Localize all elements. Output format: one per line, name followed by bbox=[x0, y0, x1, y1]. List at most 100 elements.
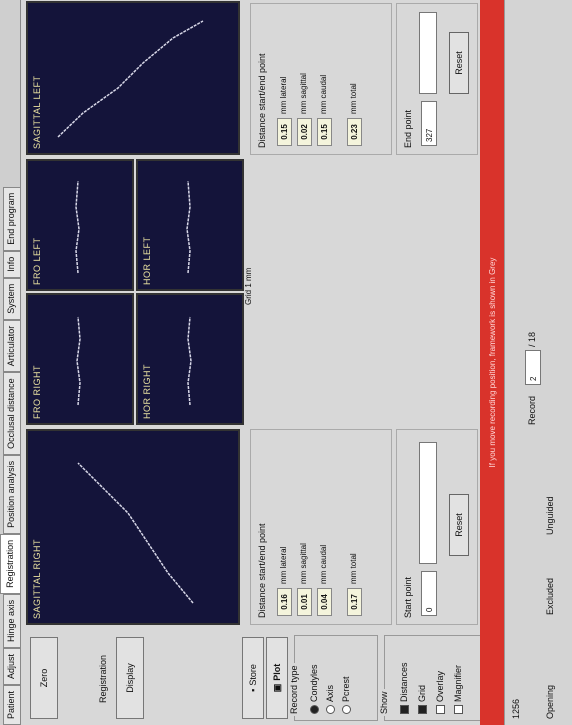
start-point-box: Start point 0 Reset bbox=[396, 429, 478, 625]
warning-text: If you move recording position, framewor… bbox=[487, 257, 497, 468]
hor-left-panel: HOR LEFT bbox=[136, 159, 244, 291]
sagittal-unit: mm sagittal bbox=[299, 73, 308, 114]
zero-button[interactable]: Zero bbox=[30, 637, 58, 719]
show-label: Overlay bbox=[435, 670, 445, 702]
tab-patient[interactable]: Patient bbox=[3, 684, 20, 725]
record-type-axis[interactable]: Axis bbox=[325, 685, 335, 714]
show-label: Magnifier bbox=[453, 664, 463, 702]
registration-label: Registration bbox=[98, 654, 108, 704]
sagittal-left-trace bbox=[57, 20, 204, 138]
hor-left-trace bbox=[186, 180, 191, 274]
sagittal-unit: mm sagittal bbox=[299, 543, 308, 584]
end-point-label: End point bbox=[403, 109, 413, 148]
checkbox-icon bbox=[453, 705, 463, 714]
record-type-pcrest[interactable]: Pcrest bbox=[341, 676, 351, 714]
hor-right-trace bbox=[187, 316, 192, 406]
tab-occlusal-distance[interactable]: Occlusal distance bbox=[3, 372, 20, 455]
tab-system[interactable]: System bbox=[3, 277, 20, 320]
caudal-unit: mm caudal bbox=[319, 544, 328, 584]
tab-strip: Patient Adjust Hinge axis Registration P… bbox=[0, 0, 21, 725]
printer-icon: ▣ bbox=[271, 683, 282, 693]
reset-start-button[interactable]: Reset bbox=[449, 494, 469, 556]
show-title: Show bbox=[379, 689, 389, 716]
caudal-value: 0.15 bbox=[317, 118, 332, 146]
show-label: Distances bbox=[399, 662, 409, 702]
record-type-label: Pcrest bbox=[341, 676, 351, 702]
display-button[interactable]: Display bbox=[116, 637, 144, 719]
tab-position-analysis[interactable]: Position analysis bbox=[3, 454, 20, 534]
grid-label: Grid 1 mm bbox=[244, 267, 253, 305]
reset-end-button[interactable]: Reset bbox=[449, 32, 469, 94]
total-unit: mm total bbox=[349, 553, 358, 584]
readout-title: Distance start/end point bbox=[257, 53, 267, 148]
status-excluded: Excluded bbox=[545, 577, 555, 615]
radio-icon bbox=[325, 705, 335, 714]
status-bar: 1256 Opening Excluded Unguided Record 2 … bbox=[504, 0, 572, 725]
fro-left-trace bbox=[75, 180, 80, 274]
total-unit: mm total bbox=[349, 83, 358, 114]
tab-hinge-axis[interactable]: Hinge axis bbox=[3, 593, 20, 648]
show-grid[interactable]: Grid bbox=[417, 685, 427, 714]
end-point-box: End point 327 Reset bbox=[396, 3, 478, 155]
radio-icon bbox=[309, 705, 319, 714]
show-label: Grid bbox=[417, 684, 427, 702]
sagittal-right-panel: SAGITTAL RIGHT bbox=[26, 429, 240, 625]
caudal-value: 0.04 bbox=[317, 588, 332, 616]
lateral-value: 0.15 bbox=[277, 118, 292, 146]
status-unguided: Unguided bbox=[545, 496, 555, 535]
record-label: Record bbox=[527, 395, 537, 425]
show-group: Show Distances Grid Overlay Magnifier bbox=[379, 635, 486, 721]
left-controls: Zero Registration Display ▪ Store ▣ Plot… bbox=[22, 633, 512, 725]
hor-right-panel: HOR RIGHT bbox=[136, 293, 244, 425]
plot-button[interactable]: ▣ Plot bbox=[266, 637, 288, 719]
tab-end-program[interactable]: End program bbox=[3, 186, 20, 251]
caudal-unit: mm caudal bbox=[319, 74, 328, 114]
record-type-label: Condyles bbox=[309, 664, 319, 702]
end-point-spinner[interactable]: 327 bbox=[421, 101, 437, 146]
sagittal-value: 0.02 bbox=[297, 118, 312, 146]
fro-left-panel: FRO LEFT bbox=[26, 159, 134, 291]
floppy-icon: ▪ bbox=[248, 688, 258, 692]
plot-label: Plot bbox=[272, 663, 282, 681]
fro-right-trace bbox=[76, 316, 81, 406]
fro-right-panel: FRO RIGHT bbox=[26, 293, 134, 425]
record-value: 2 bbox=[528, 376, 538, 381]
tab-info[interactable]: Info bbox=[3, 250, 20, 278]
start-point-spinner[interactable]: 0 bbox=[421, 571, 437, 616]
checkbox-icon bbox=[399, 705, 409, 714]
start-point-slider[interactable] bbox=[419, 442, 437, 564]
start-point-value: 0 bbox=[424, 607, 434, 612]
show-distances[interactable]: Distances bbox=[399, 662, 409, 714]
record-total: / 18 bbox=[527, 331, 537, 347]
end-point-value: 327 bbox=[424, 128, 434, 142]
sagittal-left-panel: SAGITTAL LEFT bbox=[26, 1, 240, 155]
start-point-label: Start point bbox=[403, 576, 413, 618]
status-opening: Opening bbox=[545, 684, 555, 719]
show-magnifier[interactable]: Magnifier bbox=[453, 665, 463, 714]
status-id: 1256 bbox=[511, 698, 521, 719]
store-label: Store bbox=[248, 664, 258, 686]
right-distance-readout: Distance start/end point 0.16 mm lateral… bbox=[250, 429, 392, 625]
lateral-unit: mm lateral bbox=[279, 546, 288, 584]
record-type-title: Record type bbox=[289, 663, 299, 716]
lateral-unit: mm lateral bbox=[279, 76, 288, 114]
tab-adjust[interactable]: Adjust bbox=[3, 647, 20, 685]
record-spinner[interactable]: 2 bbox=[525, 350, 541, 385]
record-type-condyles[interactable]: Condyles bbox=[309, 664, 319, 714]
sagittal-value: 0.01 bbox=[297, 588, 312, 616]
record-type-label: Axis bbox=[325, 684, 335, 702]
show-overlay[interactable]: Overlay bbox=[435, 671, 445, 714]
readout-title: Distance start/end point bbox=[257, 523, 267, 618]
end-point-slider[interactable] bbox=[419, 12, 437, 94]
total-value: 0.17 bbox=[347, 588, 362, 616]
checkbox-icon bbox=[435, 705, 445, 714]
radio-icon bbox=[341, 705, 351, 714]
checkbox-icon bbox=[417, 705, 427, 714]
left-distance-readout: Distance start/end point 0.15 mm lateral… bbox=[250, 3, 392, 155]
tab-registration[interactable]: Registration bbox=[0, 533, 20, 594]
store-button[interactable]: ▪ Store bbox=[242, 637, 264, 719]
lateral-value: 0.16 bbox=[277, 588, 292, 616]
total-value: 0.23 bbox=[347, 118, 362, 146]
tab-articulator[interactable]: Articulator bbox=[3, 319, 20, 373]
